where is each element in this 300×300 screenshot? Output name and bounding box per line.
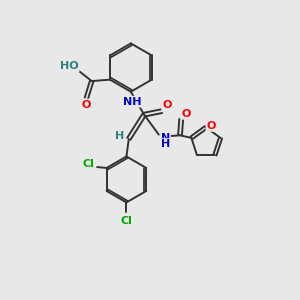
Text: NH: NH <box>123 97 141 107</box>
Text: O: O <box>182 109 191 119</box>
Text: O: O <box>207 121 216 131</box>
Text: O: O <box>162 100 172 110</box>
Text: O: O <box>81 100 91 110</box>
Text: HO: HO <box>60 61 79 71</box>
Text: H: H <box>161 139 170 149</box>
Text: Cl: Cl <box>121 216 132 226</box>
Text: N: N <box>161 133 170 142</box>
Text: Cl: Cl <box>83 158 95 169</box>
Text: H: H <box>115 131 124 141</box>
